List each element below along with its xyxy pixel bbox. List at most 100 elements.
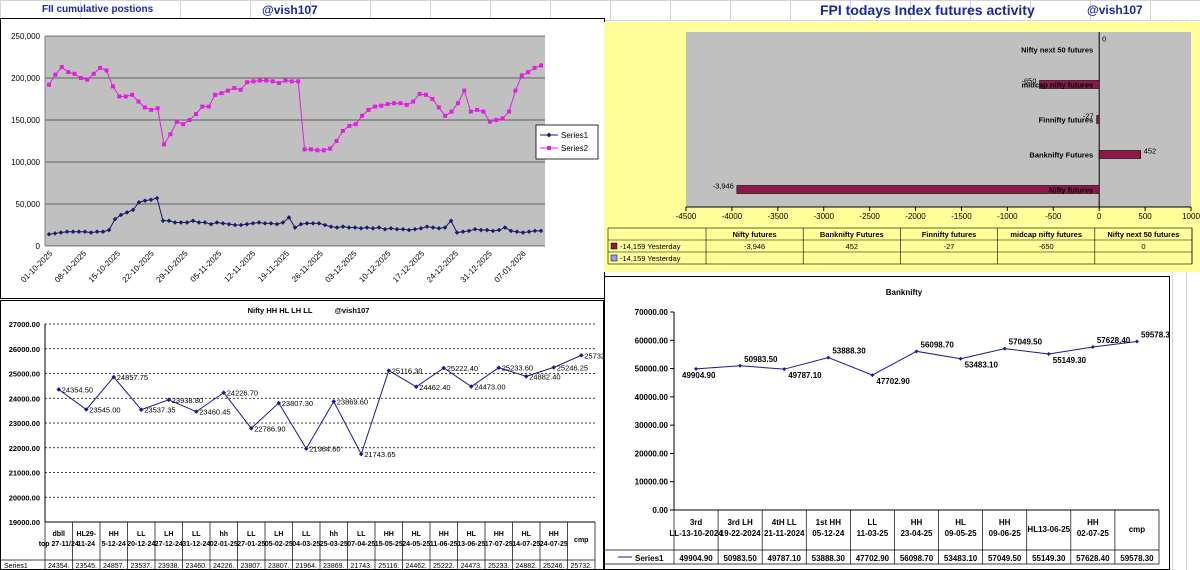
- data-point: [502, 225, 508, 230]
- data-point: [352, 225, 358, 230]
- legend-marker: [547, 146, 551, 150]
- category-label: hh 02-01-25: [210, 531, 238, 548]
- x-tick-label: -2500: [859, 212, 880, 221]
- data-point: [162, 142, 167, 147]
- data-point: [213, 92, 218, 97]
- table-value: 452: [846, 242, 859, 251]
- y-tick-label: 70000.00: [635, 308, 669, 317]
- x-tick-label: -4000: [722, 212, 743, 221]
- category-label: LL 31-12-24: [182, 531, 210, 548]
- banknifty-swing-chart[interactable]: Banknifty 0.00 10000.00 20000.00 30000.00 400…: [604, 276, 1170, 570]
- data-point: [98, 65, 103, 70]
- data-point: [328, 224, 334, 229]
- category-label: Nifty futures: [1049, 186, 1093, 195]
- data-point: [340, 128, 345, 133]
- data-point: [358, 226, 364, 231]
- data-point: [206, 104, 211, 109]
- table-value: 21743.: [351, 563, 372, 570]
- table-value: 56098.70: [900, 554, 934, 563]
- data-point: [256, 220, 262, 225]
- data-point: [441, 365, 447, 371]
- category-label: LL 07-04-25: [347, 531, 375, 548]
- data-label: 24882.40: [529, 372, 560, 381]
- table-value: 49787.10: [768, 554, 802, 563]
- table-value: -650: [1039, 242, 1054, 251]
- data-point: [46, 231, 52, 237]
- data-point: [53, 72, 58, 77]
- category-label: dbll top 27-11/24: [39, 531, 79, 548]
- table-value: 53483.10: [944, 554, 978, 563]
- data-point: [340, 224, 346, 229]
- data-point: [118, 212, 124, 218]
- data-point: [382, 226, 388, 232]
- handle-right-cell: @vish107: [1087, 3, 1143, 17]
- data-label: 59578.30: [1141, 330, 1170, 339]
- data-point: [172, 220, 178, 225]
- data-point: [423, 92, 428, 97]
- data-point: [392, 101, 397, 106]
- data-label: 24462.40: [419, 383, 450, 392]
- data-point: [532, 228, 538, 234]
- data-point: [283, 78, 288, 83]
- y-tick-label: 150,000: [11, 116, 40, 125]
- category-label: hh 25-03-25: [320, 531, 348, 548]
- table-value: 23938.: [158, 563, 179, 570]
- table-value: 57628.40: [1076, 554, 1110, 563]
- table-value: 47702.90: [856, 554, 890, 563]
- data-label: 0: [1102, 35, 1106, 44]
- y-tick-label: 200,000: [11, 74, 40, 83]
- data-point: [1046, 352, 1051, 357]
- x-tick-label: -1000: [997, 212, 1018, 221]
- nifty-swing-chart[interactable]: Nifty HH HL LH LL @vish107 19000.00 20000.0…: [0, 300, 604, 570]
- category-label: HL 09-05-25: [945, 518, 978, 538]
- data-point: [251, 79, 256, 84]
- data-point: [130, 92, 135, 97]
- data-point: [404, 102, 409, 107]
- data-point: [460, 229, 466, 235]
- data-point: [1134, 339, 1139, 344]
- series-name: -14,159 Yesterday: [620, 242, 681, 251]
- data-point: [514, 229, 520, 235]
- data-point: [443, 113, 448, 118]
- category-label: 3rd LH 19-22-2024: [720, 518, 761, 538]
- fii-cumulative-chart[interactable]: 050,000100,000150,000200,000250,00001-10…: [0, 18, 606, 300]
- y-tick-label: 50000.00: [635, 365, 669, 374]
- fpi-futures-chart[interactable]: -4500 -4000 -3500 -3000 -2500 -2000 -1500 -1000…: [604, 22, 1200, 272]
- category-label: 1st HH 05-12-24: [812, 518, 845, 538]
- category-label: cmp: [1129, 525, 1146, 534]
- table-value: 24462.: [406, 563, 427, 570]
- data-point: [386, 368, 392, 373]
- data-label: 47702.90: [876, 377, 910, 386]
- table-header: Banknifty Futures: [820, 230, 884, 239]
- category-label: LL 11-03-25: [857, 518, 889, 538]
- data-point: [466, 228, 472, 234]
- table-value: 23460.: [186, 563, 207, 570]
- y-tick-label: 10000.00: [635, 478, 669, 487]
- data-point: [52, 231, 58, 236]
- category-label: HL 24-05-25: [402, 531, 430, 548]
- handle-left-cell: @vish107: [262, 3, 318, 17]
- data-point: [538, 228, 544, 234]
- data-point: [539, 63, 543, 68]
- chart-title: Nifty HH HL LH LL: [248, 306, 313, 315]
- data-point: [264, 78, 269, 83]
- legend-key: [610, 242, 618, 250]
- category-label: HL 14-07-25: [512, 531, 540, 548]
- data-point: [100, 229, 106, 235]
- data-point: [413, 384, 419, 390]
- category-label: Finnifty futures: [1039, 116, 1094, 125]
- data-point: [296, 79, 301, 84]
- category-label: HH 23-04-25: [900, 518, 933, 538]
- table-value: 50983.50: [723, 554, 757, 563]
- data-point: [58, 230, 64, 235]
- data-point: [250, 221, 256, 226]
- data-label: 53483.10: [965, 361, 999, 370]
- data-point: [364, 225, 370, 230]
- data-point: [523, 374, 529, 379]
- table-value: 49904.90: [679, 554, 713, 563]
- data-point: [478, 227, 484, 233]
- category-label: LL 27-01-25: [237, 531, 265, 548]
- data-label: 25246.25: [557, 363, 588, 372]
- data-point: [398, 101, 403, 106]
